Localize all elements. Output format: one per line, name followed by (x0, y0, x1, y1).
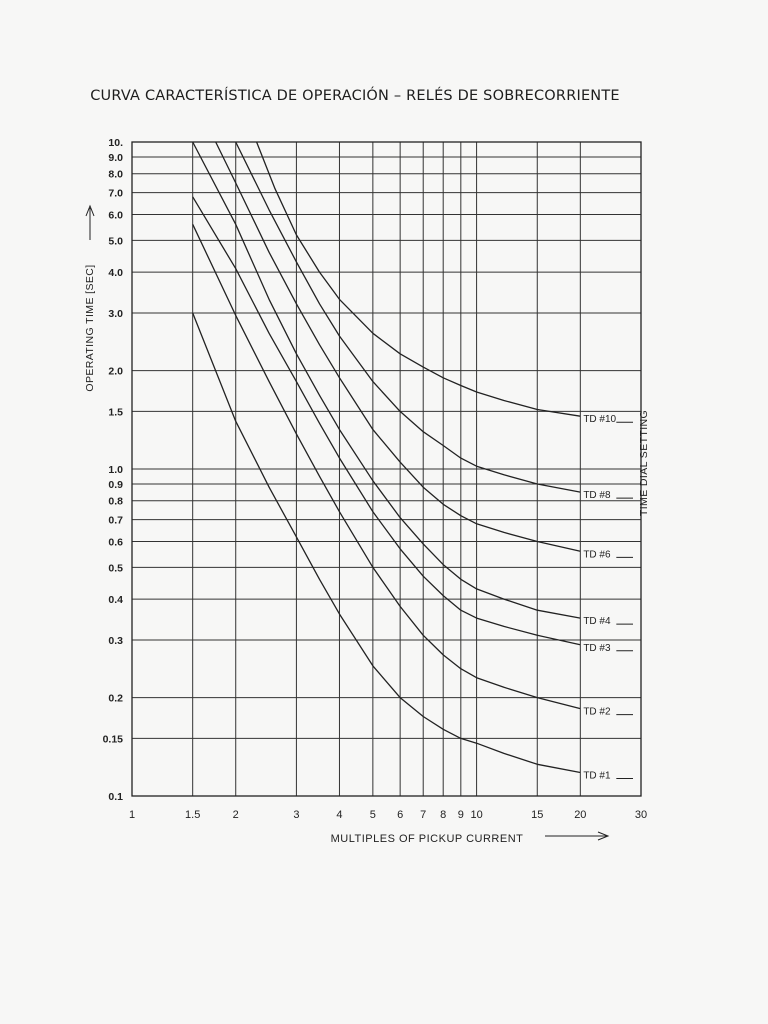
series-label: TD #4 (583, 616, 611, 627)
x-tick-label: 2 (233, 809, 239, 821)
x-tick-label: 20 (574, 809, 586, 821)
series-label: TD #2 (583, 707, 611, 718)
y-tick-label: 0.4 (108, 594, 123, 606)
x-tick-label: 10 (470, 809, 482, 821)
y-tick-label: 6.0 (108, 210, 123, 222)
y-tick-label: 0.8 (108, 496, 123, 508)
y-tick-label: 2.0 (108, 366, 123, 378)
series-line (192, 196, 581, 646)
x-tick-label: 3 (293, 809, 299, 821)
x-tick-label: 30 (635, 809, 647, 821)
x-tick-label: 9 (458, 809, 464, 821)
y-tick-label: 0.7 (108, 515, 123, 527)
chart-grid (131, 141, 642, 797)
series-line (215, 141, 581, 552)
plot-frame (131, 141, 642, 797)
x-tick-label: 15 (531, 809, 543, 821)
x-tick-label: 8 (440, 809, 446, 821)
series-label: TD #8 (583, 490, 611, 501)
x-axis-arrow (545, 831, 610, 841)
y-tick-label: 4.0 (108, 267, 123, 279)
y-tick-label: 0.1 (108, 791, 123, 803)
x-tick-label: 7 (420, 809, 426, 821)
y-tick-label: 9.0 (108, 152, 123, 164)
y-tick-label: 5.0 (108, 235, 123, 247)
y-axis-label: OPERATING TIME [SEC] (84, 264, 96, 391)
y-tick-label: 1.0 (108, 464, 123, 476)
chart-axis-labels: MULTIPLES OF PICKUP CURRENT OPERATING TIM… (84, 204, 650, 845)
x-tick-label: 1.5 (185, 809, 200, 821)
series-label: TD #10 (583, 414, 616, 425)
time-dial-setting-label: TIME DIAL SETTING (638, 410, 650, 516)
chart-curves (192, 141, 581, 774)
x-tick-label: 5 (370, 809, 376, 821)
y-tick-label: 0.15 (103, 733, 124, 745)
x-tick-label: 6 (397, 809, 403, 821)
series-label: TD #3 (583, 643, 611, 654)
series-line (235, 141, 581, 493)
y-tick-label: 1.5 (108, 406, 123, 418)
y-axis-arrow (85, 204, 95, 240)
series-line (192, 141, 581, 619)
series-line (255, 141, 581, 417)
y-tick-label: 8.0 (108, 169, 123, 181)
y-tick-label: 7.0 (108, 188, 123, 200)
chart-series-labels: TD #10 TD #8 TD #6 TD #4 TD #3 TD #2 TD #1 (583, 414, 633, 781)
y-tick-label: 0.3 (108, 635, 123, 647)
x-tick-label: 1 (129, 809, 135, 821)
series-label: TD #1 (583, 770, 611, 781)
y-tick-label: 0.9 (108, 479, 123, 491)
x-axis-label: MULTIPLES OF PICKUP CURRENT (331, 833, 524, 845)
y-tick-label: 0.6 (108, 537, 123, 549)
y-tick-label: 0.5 (108, 562, 123, 574)
y-tick-label: 10. (108, 137, 123, 149)
x-tick-label: 4 (336, 809, 342, 821)
chart-tick-labels: 1 1.5 2 3 4 5 6 7 8 9 10 15 20 30 10. 9.0 8.0 7.0 6.0 5.0 4.… (103, 137, 648, 821)
series-line (192, 312, 581, 774)
page-title: CURVA CARACTERÍSTICA DE OPERACIÓN – RELÉ… (90, 88, 620, 104)
y-tick-label: 0.2 (108, 693, 123, 705)
series-line (192, 224, 581, 710)
series-label: TD #6 (583, 549, 611, 560)
y-tick-label: 3.0 (108, 308, 123, 320)
